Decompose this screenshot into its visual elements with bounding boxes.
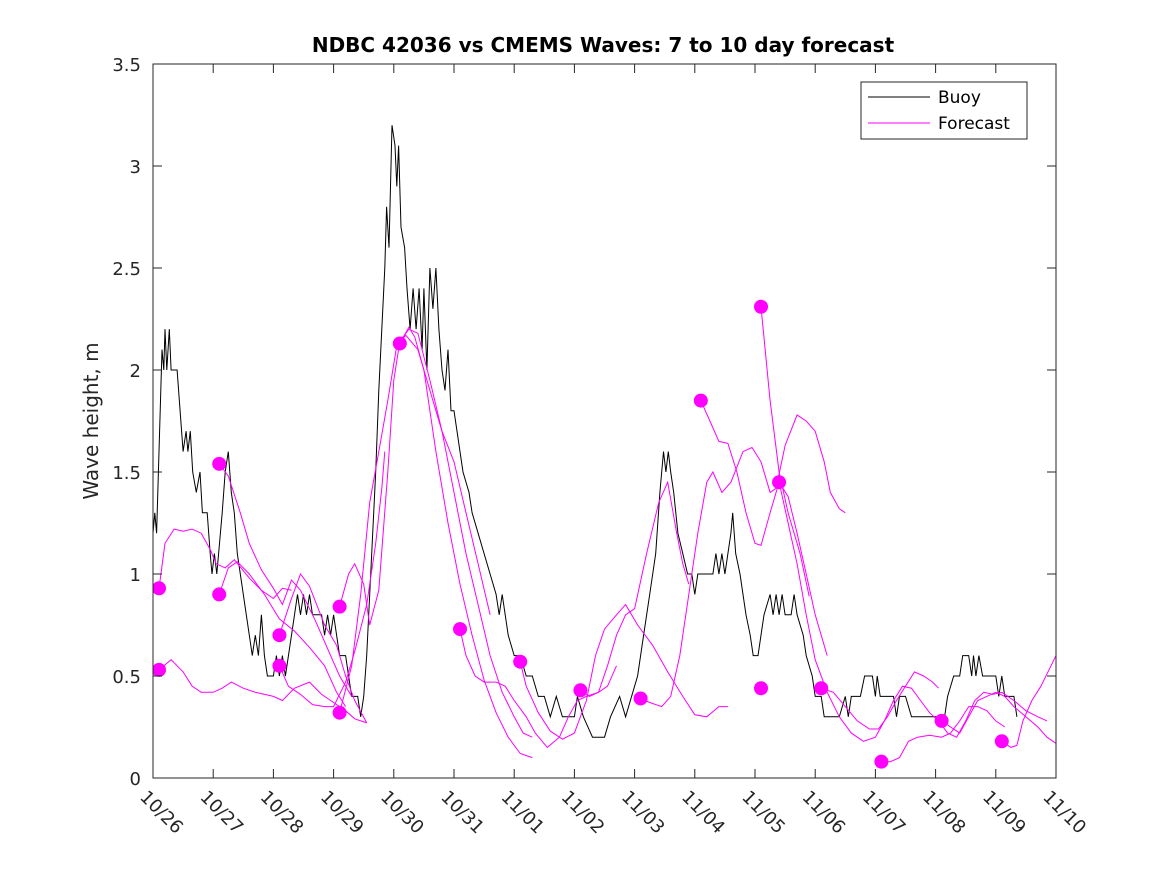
legend: Buoy Forecast (860, 81, 1028, 140)
forecast-line (158, 659, 367, 724)
forecast-line (339, 328, 533, 738)
forecast-start-marker (272, 658, 287, 673)
y-tick-label: 2.5 (112, 259, 141, 280)
forecast-start-marker (153, 581, 167, 596)
forecast-start-marker (513, 654, 528, 669)
forecast-line (399, 326, 533, 759)
forecast-line (640, 414, 846, 708)
forecast-line (278, 451, 386, 708)
legend-box (860, 81, 1028, 140)
forecast-line (459, 628, 617, 749)
forecast-start-marker (332, 705, 347, 720)
forecast-start-marker (633, 691, 648, 706)
legend-label-forecast: Forecast (938, 114, 1010, 134)
forecast-start-marker (814, 681, 829, 696)
forecast-start-marker (272, 628, 287, 643)
forecast-line (218, 463, 353, 697)
forecast-line (218, 561, 347, 707)
chart-title: NDBC 42036 vs CMEMS Waves: 7 to 10 day f… (312, 33, 895, 57)
forecast-line (339, 334, 491, 713)
forecast-start-marker (153, 662, 167, 677)
forecast-line (941, 691, 1056, 744)
forecast-start-marker (392, 336, 407, 351)
series-layer (153, 125, 1056, 769)
y-tick-label: 1 (130, 565, 141, 586)
forecast-start-marker (772, 475, 787, 490)
axes-box (152, 63, 1057, 779)
y-tick-label: 3 (130, 157, 141, 178)
forecast-start-marker (754, 681, 769, 696)
forecast-line (1001, 655, 1056, 748)
buoy-line (153, 125, 1018, 738)
y-tick-label: 0 (130, 769, 141, 790)
forecast-line (278, 572, 368, 724)
forecast-line (158, 528, 292, 600)
forecast-line (580, 480, 690, 697)
forecast-start-marker (754, 299, 769, 314)
forecast-line (700, 400, 828, 656)
forecast-line (821, 671, 939, 730)
forecast-line (760, 306, 810, 597)
y-axis-label: Wave height, m (79, 342, 103, 499)
forecast-start-marker (934, 713, 949, 728)
y-tick-label: 1.5 (112, 463, 141, 484)
y-tick-label: 3.5 (112, 55, 141, 76)
forecast-line (881, 706, 1006, 763)
forecast-start-marker (573, 683, 588, 698)
forecast-start-marker (693, 393, 708, 408)
forecast-start-marker (994, 734, 1009, 749)
forecast-line (519, 603, 728, 740)
forecast-start-marker (332, 599, 347, 614)
forecast-start-marker (874, 754, 889, 769)
legend-label-buoy: Buoy (938, 88, 981, 108)
forecast-start-marker (212, 456, 227, 471)
forecast-start-marker (212, 587, 227, 602)
y-tick-label: 2 (130, 361, 141, 382)
forecast-start-marker (453, 622, 468, 637)
series-group (153, 125, 1056, 769)
y-tick-label: 0.5 (112, 667, 141, 688)
